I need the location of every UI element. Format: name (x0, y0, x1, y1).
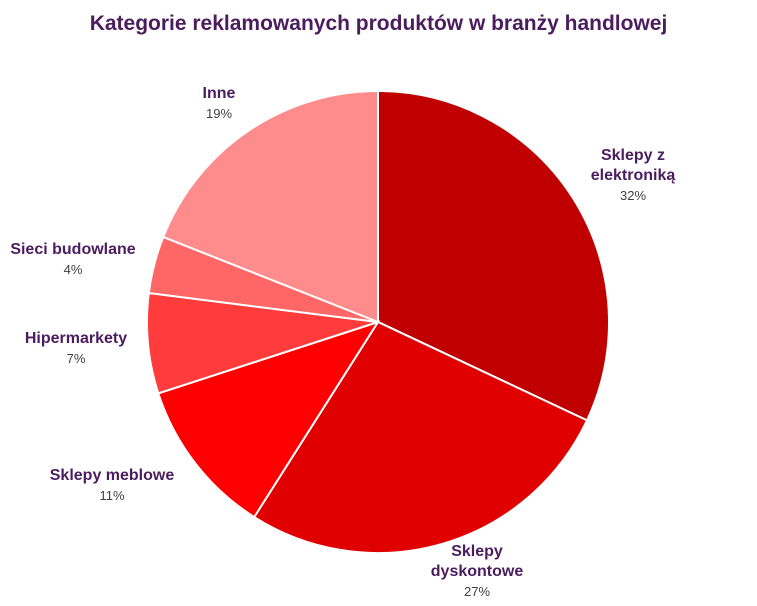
slice-value-label: 7% (67, 351, 86, 366)
slice-value-label: 27% (464, 584, 490, 599)
slice-label: Sieci budowlane (10, 241, 135, 258)
pie-slice (377, 89, 611, 422)
slice-label: Sklepy z (601, 147, 665, 164)
slice-value-label: 19% (206, 106, 232, 121)
slice-value-label: 11% (99, 488, 124, 503)
slice-value-label: 32% (620, 188, 646, 203)
pie-slice (146, 291, 379, 395)
pie-slice (161, 89, 379, 324)
pie-slice (157, 320, 381, 519)
slice-label: Hipermarkety (25, 330, 127, 347)
slice-value-label: 4% (64, 262, 83, 277)
pie-slice (252, 320, 589, 554)
slice-label: elektroniką (591, 167, 676, 184)
slice-label: Sklepy meblowe (50, 467, 175, 484)
slice-label: Sklepy (451, 543, 503, 560)
slice-label: dyskontowe (431, 563, 524, 580)
slice-label: Inne (203, 85, 236, 102)
chart-title: Kategorie reklamowanych produktów w bran… (89, 12, 668, 35)
